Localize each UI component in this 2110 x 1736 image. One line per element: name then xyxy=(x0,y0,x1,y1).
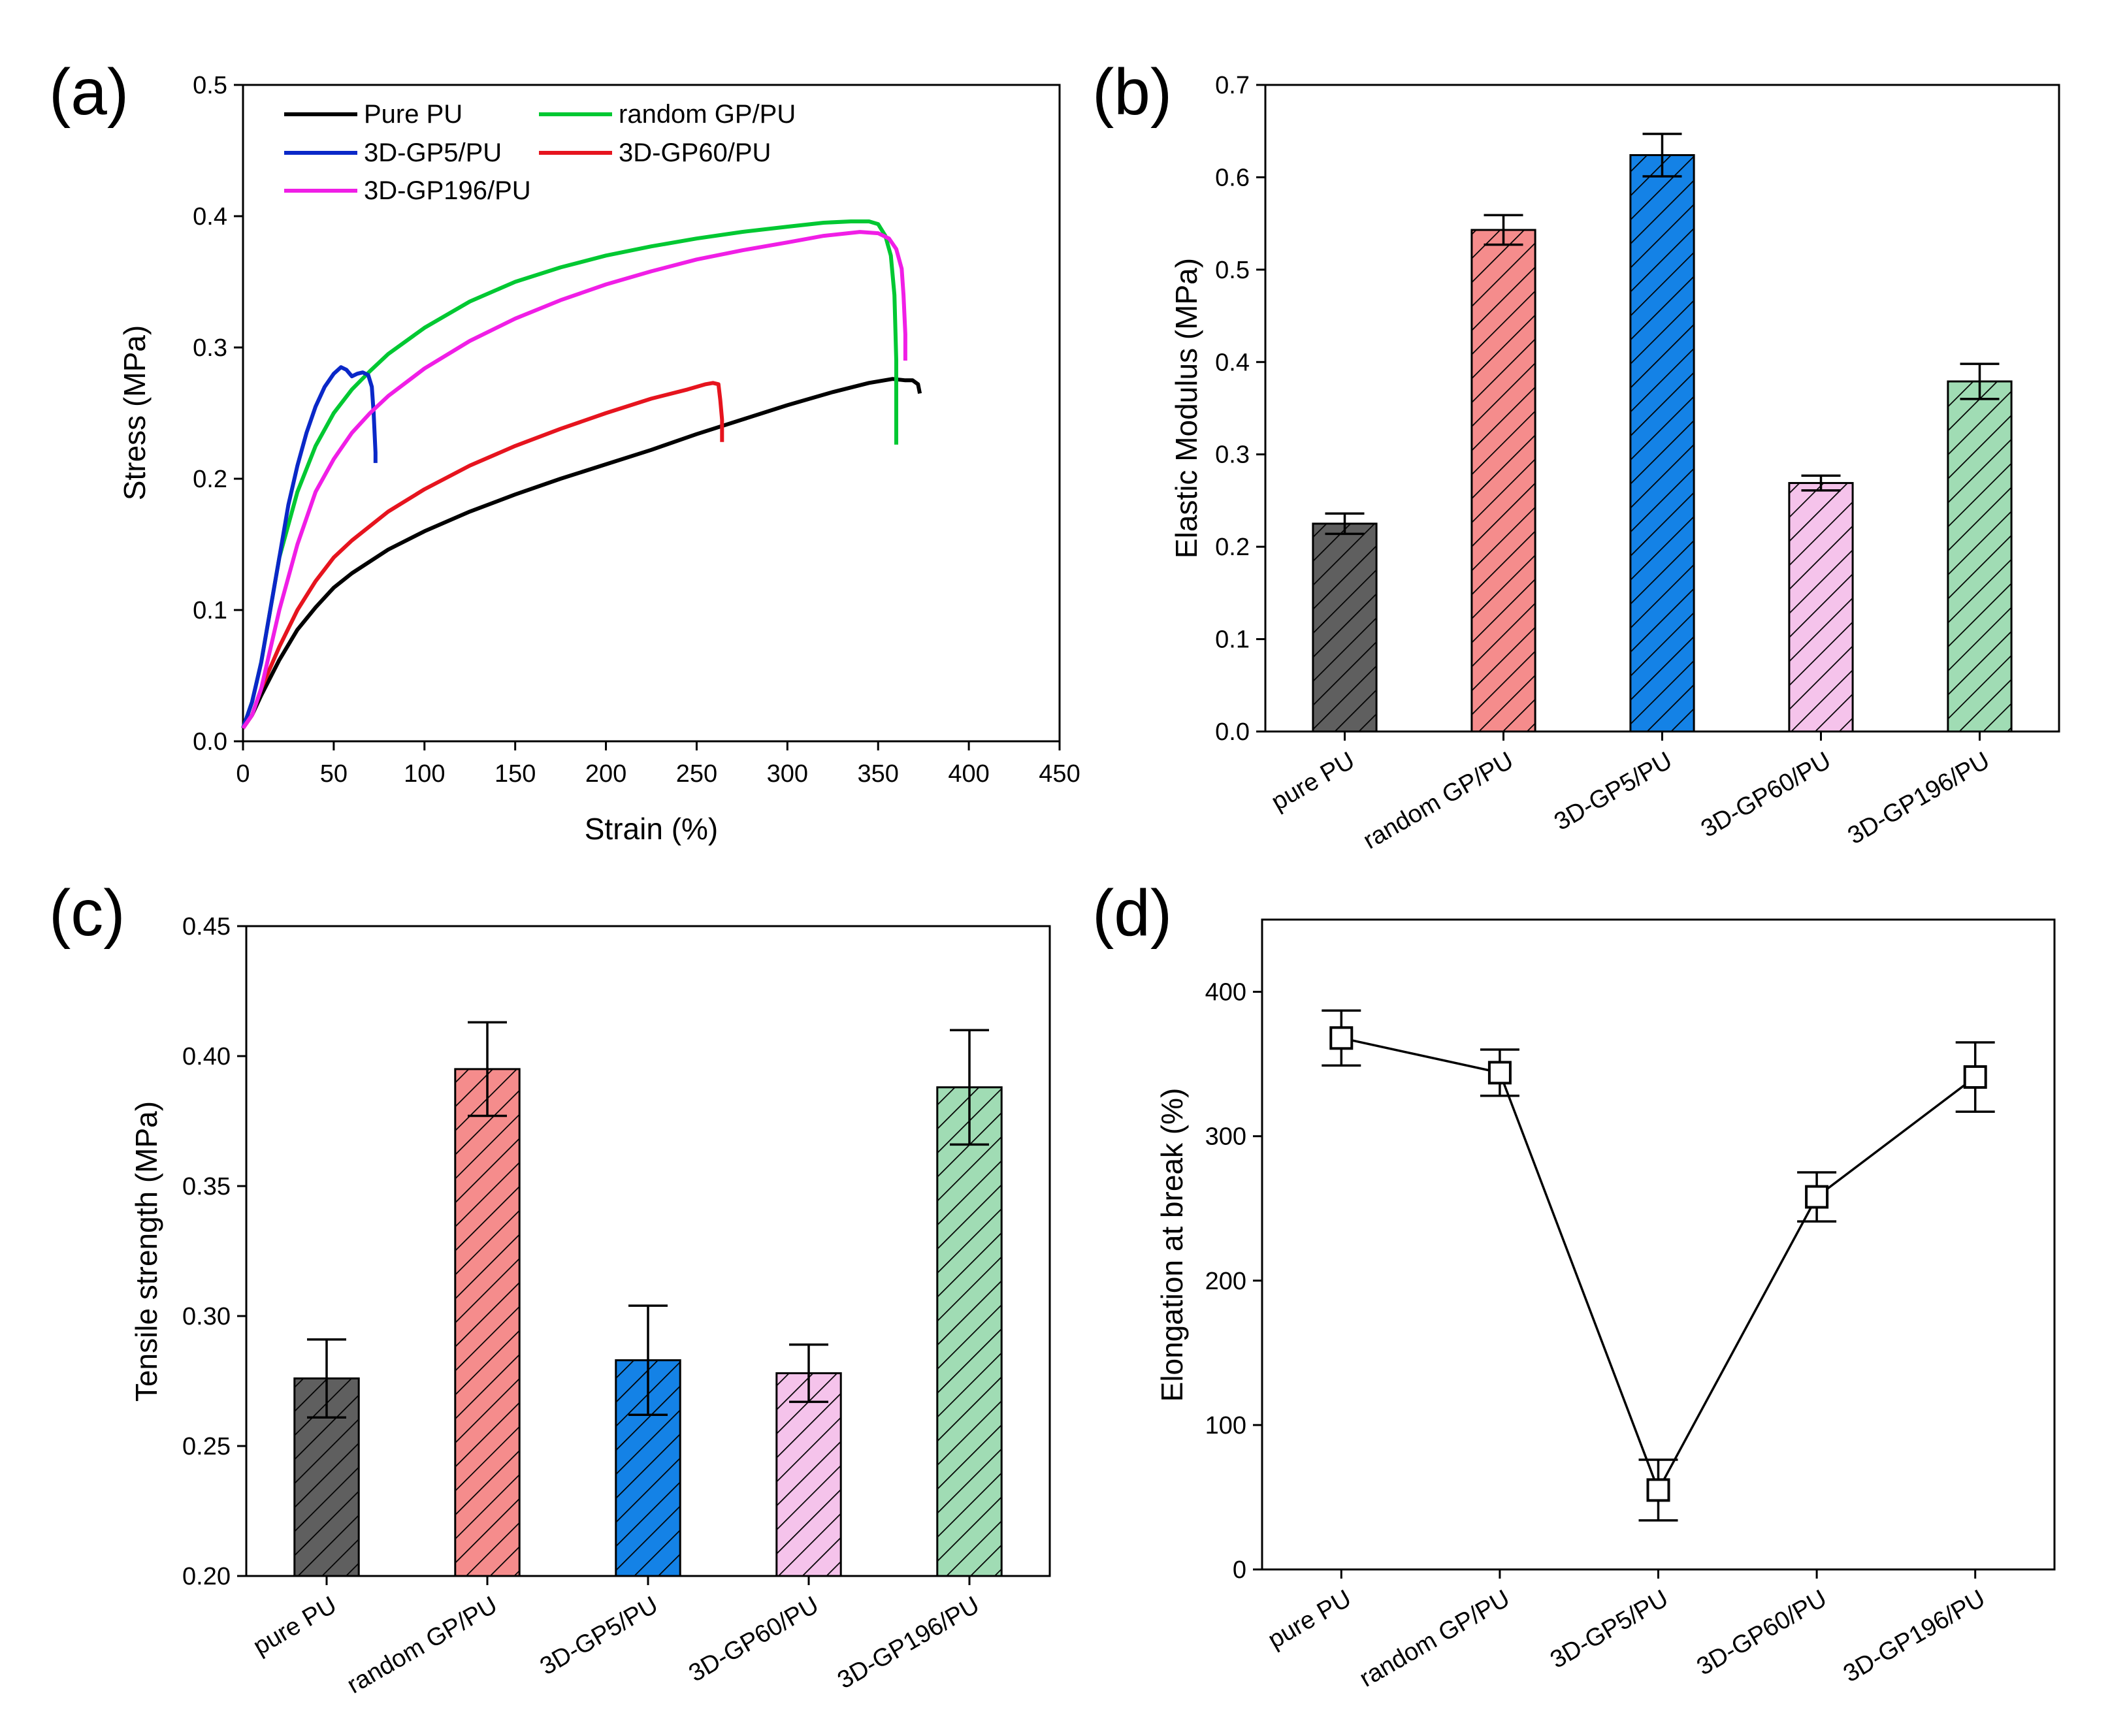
panel-d-y-tick-label: 0 xyxy=(1233,1556,1246,1584)
panel-b-x-tick-label: 3D-GP5/PU xyxy=(1550,747,1677,836)
panel-b-y-tick-label: 0.2 xyxy=(1215,534,1250,561)
panel-a-series-line-1 xyxy=(241,377,922,730)
panel-a-x-tick-label: 250 xyxy=(676,760,717,788)
panel-d-marker xyxy=(1329,1026,1354,1050)
panel-b-y-tick-label: 0.4 xyxy=(1215,349,1250,376)
panel-b-y-tick-label: 0.0 xyxy=(1215,718,1250,746)
panel-b-bar-hatch xyxy=(1947,381,2012,731)
panel-a-plot-frame xyxy=(242,84,1061,743)
panel-c-bar-hatch xyxy=(455,1069,520,1576)
panel-d-x-tick-label: random GP/PU xyxy=(1355,1584,1514,1692)
panel-c-y-axis-title: Tensile strength (MPa) xyxy=(129,1101,163,1402)
panel-c-bar-hatch xyxy=(937,1087,1002,1576)
panel-a-x-tick-label: 350 xyxy=(858,760,899,788)
panel-a-x-tick-label: 450 xyxy=(1039,760,1080,788)
panel-a-series-line-4 xyxy=(241,381,724,730)
panel-d-y-axis-title: Elongation at break (%) xyxy=(1155,1088,1189,1402)
panel-c-x-tick-label: 3D-GP60/PU xyxy=(684,1591,823,1687)
panel-b-bar-hatch xyxy=(1789,483,1853,731)
panel-d-label: (d) xyxy=(1092,876,1172,950)
panel-c-label: (c) xyxy=(49,876,125,950)
panel-b-y-tick-label: 0.7 xyxy=(1215,72,1250,99)
panel-b-y-tick-label: 0.6 xyxy=(1215,164,1250,191)
panel-b-y-tick-label: 0.3 xyxy=(1215,442,1250,469)
panel-a-x-tick-label: 150 xyxy=(495,760,536,788)
panel-a-x-tick-label: 400 xyxy=(948,760,989,788)
panel-a-y-axis-title: Stress (MPa) xyxy=(118,325,152,500)
panel-a-y-tick-label: 0.0 xyxy=(193,728,227,756)
panel-c-x-tick-label: 3D-GP196/PU xyxy=(833,1591,984,1694)
panel-a-x-tick-label: 0 xyxy=(236,760,250,788)
panel-a-series-line-5 xyxy=(241,230,907,730)
panel-b-elastic-modulus-chart: (b) 0.0 0.1 0.2 0.3 0.4 0.5 0.6 0.7 pure PUrando… xyxy=(1092,56,2060,855)
panel-c-y-tick-label: 0.20 xyxy=(182,1563,231,1590)
panel-b-x-tick-label: 3D-GP196/PU xyxy=(1843,747,1994,850)
panel-c-y-tick-label: 0.30 xyxy=(182,1303,231,1330)
panel-a-stress-strain-chart: (a) 0.0 0.1 0.2 0.3 0.4 0.5 0 50 100 150 200 250 300… xyxy=(49,56,1080,846)
panel-c-tensile-strength-chart: (c) 0.20 0.25 0.30 0.35 0.40 0.45 pure PU rando… xyxy=(49,876,1051,1699)
panel-b-x-tick-label: 3D-GP60/PU xyxy=(1696,747,1836,843)
panel-a-legend-label: Pure PU xyxy=(364,100,463,129)
panel-c-x-tick-label: pure PU xyxy=(249,1591,342,1660)
panel-a-legend-label: 3D-GP60/PU xyxy=(619,138,771,167)
panel-b-y-tick-label: 0.1 xyxy=(1215,626,1250,654)
panel-d-y-tick-label: 200 xyxy=(1205,1268,1246,1295)
panel-d-x-tick-label: 3D-GP5/PU xyxy=(1546,1584,1673,1674)
panel-a-legend-label: 3D-GP196/PU xyxy=(364,176,531,205)
panel-a-legend-label: random GP/PU xyxy=(619,100,796,129)
panel-d-x-tick-label: pure PU xyxy=(1263,1584,1356,1654)
panel-a-x-tick-label: 300 xyxy=(767,760,808,788)
panel-c-y-tick-label: 0.40 xyxy=(182,1043,231,1070)
panel-c-y-tick-label: 0.45 xyxy=(182,913,231,940)
panel-b-bar-hatch xyxy=(1471,230,1536,731)
panel-b-bar-hatch xyxy=(1312,523,1377,731)
panel-a-x-tick-label: 100 xyxy=(404,760,445,788)
panel-c-x-tick-label: random GP/PU xyxy=(342,1591,502,1699)
panel-b-x-tick-label: pure PU xyxy=(1267,747,1359,816)
panel-a-legend: Pure PU random GP/PU 3D-GP5/PU 3D-GP60/PU 3D… xyxy=(284,100,796,205)
panel-b-bar-hatch xyxy=(1630,155,1695,731)
panel-a-x-tick-label: 50 xyxy=(320,760,348,788)
panel-b-y-tick-label: 0.5 xyxy=(1215,257,1250,284)
panel-a-series-line-3 xyxy=(241,365,378,729)
panel-b-label: (b) xyxy=(1092,56,1172,129)
panel-a-y-tick-label: 0.4 xyxy=(193,203,227,231)
panel-d-series-line xyxy=(1340,1037,1976,1493)
panel-c-y-tick-label: 0.35 xyxy=(182,1173,231,1200)
panel-a-series-line-2 xyxy=(241,219,898,729)
panel-d-y-tick-label: 100 xyxy=(1205,1412,1246,1439)
panel-a-x-tick-label: 200 xyxy=(585,760,626,788)
panel-c-y-tick-label: 0.25 xyxy=(182,1433,231,1460)
panel-d-marker xyxy=(1487,1061,1512,1085)
panel-a-legend-label: 3D-GP5/PU xyxy=(364,138,502,167)
panel-b-x-tick-label: random GP/PU xyxy=(1359,747,1518,854)
panel-a-x-axis-title: Strain (%) xyxy=(585,812,718,846)
panel-c-x-tick-label: 3D-GP5/PU xyxy=(536,1591,663,1680)
panel-d-y-tick-label: 300 xyxy=(1205,1123,1246,1151)
panel-a-y-tick-label: 0.1 xyxy=(193,597,227,624)
panel-a-y-tick-label: 0.3 xyxy=(193,334,227,362)
panel-d-x-tick-label: 3D-GP60/PU xyxy=(1693,1584,1832,1680)
panel-a-label: (a) xyxy=(49,56,129,129)
panel-a-y-tick-label: 0.5 xyxy=(193,72,227,99)
panel-d-x-tick-label: 3D-GP196/PU xyxy=(1839,1584,1990,1688)
panel-c-bar-hatch xyxy=(776,1373,841,1576)
panel-a-y-tick-label: 0.2 xyxy=(193,466,227,493)
panel-d-marker xyxy=(1963,1065,1987,1089)
panel-d-marker xyxy=(1805,1185,1829,1209)
panel-d-y-tick-label: 400 xyxy=(1205,979,1246,1006)
panel-d-marker xyxy=(1646,1478,1670,1502)
panel-b-y-axis-title: Elastic Modulus (MPa) xyxy=(1169,258,1203,558)
